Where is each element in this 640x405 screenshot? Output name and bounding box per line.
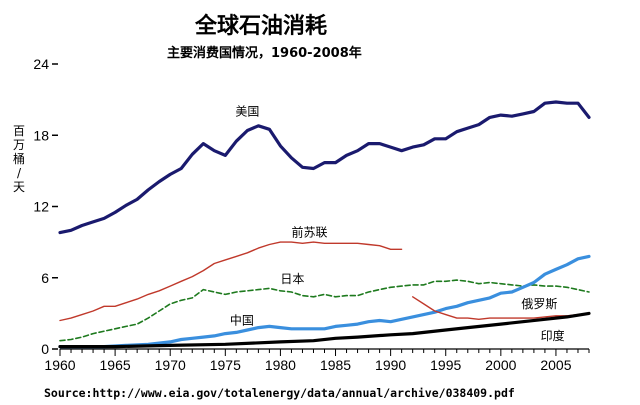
series-line-3 <box>58 254 591 349</box>
x-tick-label: 2000 <box>485 357 516 373</box>
series-line-5 <box>58 311 591 349</box>
chart-subtitle: 主要消费国情况，1960-2008年 <box>167 45 362 61</box>
x-tick-label: 1975 <box>210 357 241 373</box>
axes: 0 6 12 18 24 1960 1965 1970 1975 1980 1985 1990 1995… <box>33 56 590 373</box>
series-label-5: 印度 <box>541 328 565 343</box>
series-line-1 <box>59 241 403 322</box>
series-line-0 <box>58 100 591 235</box>
y-axis-label-char: 桶 <box>13 151 25 166</box>
series-line-4 <box>412 296 590 320</box>
y-axis-label-char: 万 <box>13 138 25 152</box>
series-layer <box>58 100 591 349</box>
x-tick-label: 1960 <box>44 357 75 373</box>
x-tick-label: 1985 <box>320 357 351 373</box>
y-tick-label: 24 <box>33 56 49 72</box>
series-label-0: 美国 <box>235 105 259 119</box>
x-tick-label: 2005 <box>540 357 571 373</box>
y-tick-label: 0 <box>41 341 49 357</box>
series-label-3: 中国 <box>230 313 254 328</box>
series-label-2: 日本 <box>280 272 304 286</box>
series-label-4: 俄罗斯 <box>521 297 557 311</box>
series-line-2 <box>59 279 590 342</box>
y-axis-label-char: 百 <box>13 124 25 138</box>
chart-source: Source:http://www.eia.gov/totalenergy/da… <box>44 386 515 400</box>
y-axis-label: 百万桶/天 <box>13 124 25 194</box>
y-tick-label: 6 <box>41 270 49 286</box>
y-axis-label-char: / <box>17 166 22 180</box>
y-axis-label-char: 天 <box>13 180 25 194</box>
y-tick-label: 12 <box>33 199 49 215</box>
series-label-1: 前苏联 <box>291 225 327 240</box>
y-tick-label: 18 <box>33 127 49 143</box>
x-tick-label: 1980 <box>265 357 296 373</box>
chart-title: 全球石油消耗 <box>194 13 327 39</box>
x-tick-label: 1990 <box>375 357 406 373</box>
x-tick-label: 1970 <box>155 357 186 373</box>
x-tick-label: 1995 <box>430 357 461 373</box>
x-tick-label: 1965 <box>100 357 131 373</box>
